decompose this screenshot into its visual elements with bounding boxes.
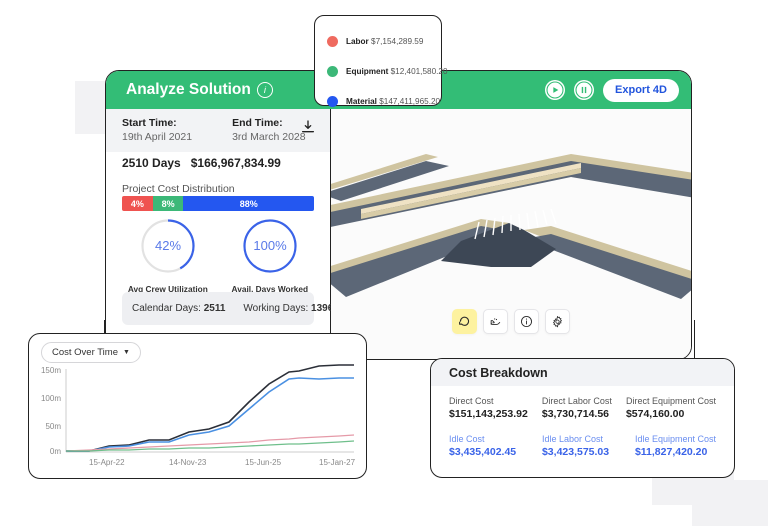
svg-text:100%: 100% [253, 238, 287, 253]
svg-text:42%: 42% [155, 238, 181, 253]
